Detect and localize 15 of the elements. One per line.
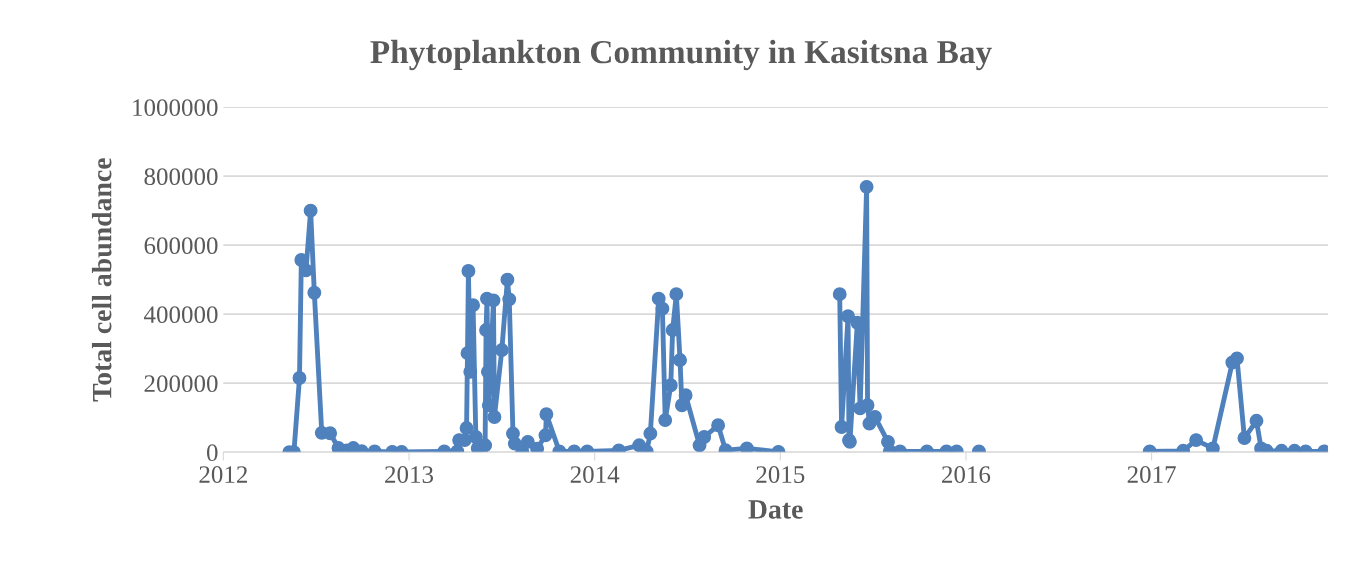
x-axis-title: Date [748, 500, 803, 519]
x-tick-label: 2012 [199, 466, 247, 483]
y-axis-title: Total cell abundance [91, 158, 112, 402]
x-tick-label: 2016 [942, 466, 991, 483]
y-tick-label: 1000000 [133, 99, 218, 117]
y-tick-label: 400000 [144, 306, 218, 324]
chart-title: Phytoplankton Community in Kasitsna Bay [370, 39, 992, 71]
y-tick-label: 200000 [144, 375, 218, 393]
y-tick-label: 0 [206, 444, 218, 462]
x-tick-label: 2013 [385, 466, 434, 483]
x-tick-label: 2014 [570, 466, 620, 483]
y-tick-label: 800000 [144, 168, 218, 186]
y-tick-label: 600000 [144, 237, 218, 255]
x-tick-label: 2017 [1127, 466, 1176, 483]
x-tick-label: 2015 [756, 466, 805, 483]
